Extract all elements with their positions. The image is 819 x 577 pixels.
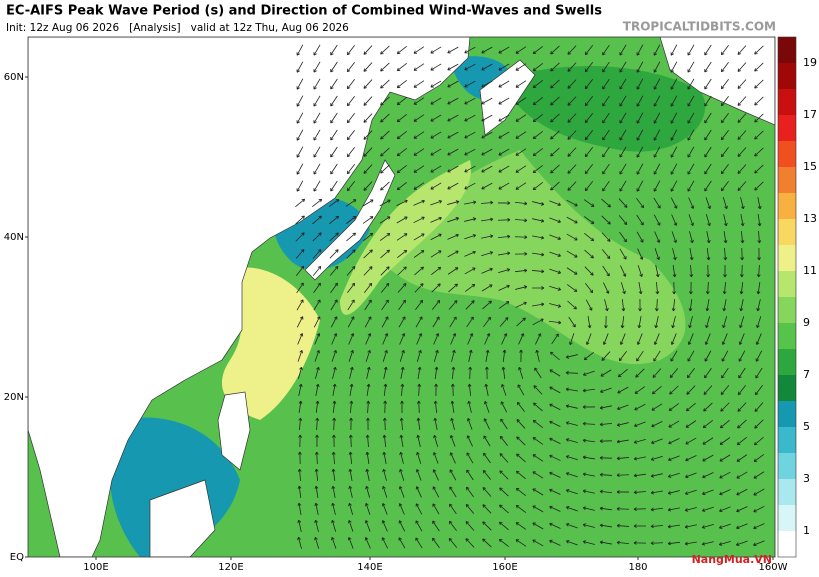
lon-label: 120E: [218, 562, 243, 573]
colorbar-segment: [778, 219, 796, 245]
colorbar-segment: [778, 375, 796, 401]
lon-label: 180: [628, 562, 647, 573]
colorbar-segment: [778, 193, 796, 219]
subtitle: Init: 12z Aug 06 2026 [Analysis] valid a…: [6, 22, 349, 34]
colorbar-segment: [778, 505, 796, 531]
lat-label: 60N: [4, 72, 24, 83]
colorbar-label: 1: [803, 524, 810, 537]
lat-label: EQ: [10, 552, 24, 563]
watermark: NangMua.VN: [692, 553, 772, 566]
colorbar-segment: [778, 401, 796, 427]
arrow-shaft: [651, 543, 663, 544]
arrow-shaft: [617, 509, 629, 510]
arrow-shaft: [334, 418, 335, 430]
lat-label: 20N: [4, 392, 24, 403]
colorbar-label: 9: [803, 316, 810, 329]
colorbar-segment: [778, 141, 796, 167]
colorbar-label: 15: [803, 160, 817, 173]
arrow-shaft: [385, 418, 386, 430]
map: [28, 37, 775, 557]
colorbar-segment: [778, 245, 796, 271]
colorbar-segment: [778, 63, 796, 89]
colorbar-label: 11: [803, 264, 817, 277]
colorbar-segment: [778, 167, 796, 193]
colorbar-label: 7: [803, 368, 810, 381]
colorbar-label: 5: [803, 420, 810, 433]
colorbar-label: 17: [803, 108, 817, 121]
colorbar-segment: [778, 453, 796, 479]
lat-labels: 60N 40N 20N EQ: [4, 72, 28, 563]
colorbar-segment: [778, 531, 796, 557]
lat-label: 40N: [4, 232, 24, 243]
lon-label: 160E: [492, 562, 517, 573]
arrow-shaft: [419, 401, 420, 413]
colorbar-segment: [778, 89, 796, 115]
colorbar-label: 13: [803, 212, 817, 225]
colorbar-label: 3: [803, 472, 810, 485]
colorbar-segment: [778, 271, 796, 297]
colorbar-segment: [778, 37, 796, 63]
colorbar-segment: [778, 479, 796, 505]
lon-label: 140E: [357, 562, 382, 573]
colorbar-segment: [778, 297, 796, 323]
title: EC-AIFS Peak Wave Period (s) and Directi…: [6, 4, 602, 19]
colorbar-segment: [778, 323, 796, 349]
site-name: TROPICALTIDBITS.COM: [623, 20, 776, 34]
lon-label: 100E: [83, 562, 108, 573]
arrow-shaft: [634, 509, 646, 510]
colorbar-segment: [778, 349, 796, 375]
colorbar-segment: [778, 427, 796, 453]
colorbar-segment: [778, 115, 796, 141]
colorbar-label: 19: [803, 56, 817, 69]
